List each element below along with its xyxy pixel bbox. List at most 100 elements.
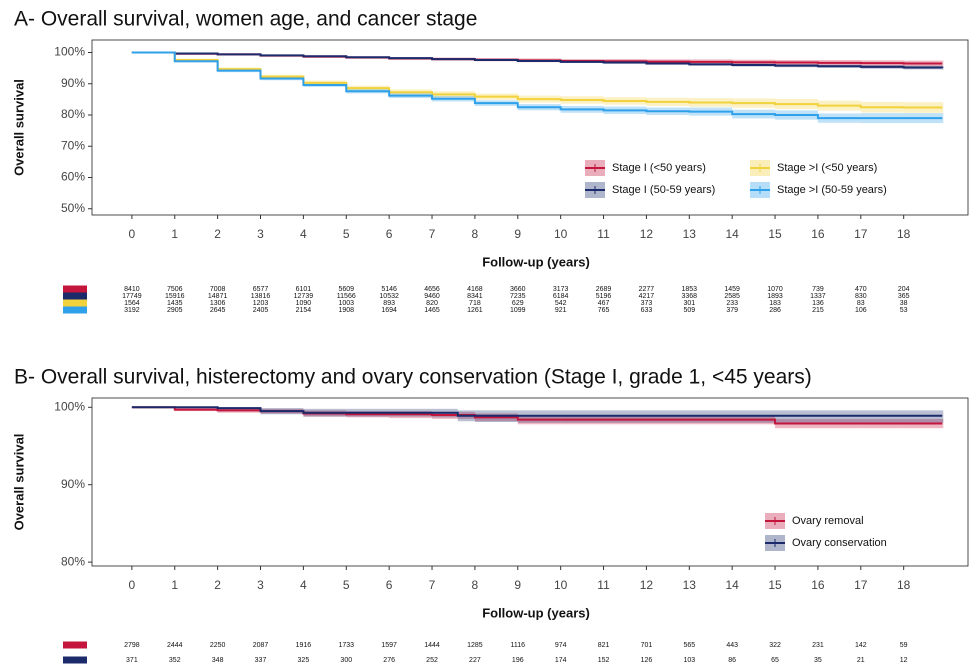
risk-count: 126 bbox=[641, 657, 653, 664]
risk-color-box bbox=[63, 306, 87, 314]
risk-count: 1733 bbox=[338, 642, 354, 649]
risk-count: 325 bbox=[298, 657, 310, 664]
risk-count: 300 bbox=[340, 657, 352, 664]
risk-count: 830 bbox=[855, 293, 867, 300]
x-tick-label: 13 bbox=[683, 227, 697, 241]
y-tick-label: 70% bbox=[61, 138, 85, 152]
risk-count: 371 bbox=[126, 657, 138, 664]
risk-count: 542 bbox=[555, 300, 567, 307]
risk-count: 2154 bbox=[296, 307, 312, 314]
risk-count: 821 bbox=[598, 642, 610, 649]
risk-count: 1099 bbox=[510, 307, 526, 314]
confidence-band bbox=[942, 113, 944, 124]
risk-count: 12739 bbox=[294, 293, 314, 300]
x-tick-label: 1 bbox=[171, 227, 178, 241]
risk-count: 765 bbox=[598, 307, 610, 314]
risk-count: 227 bbox=[469, 657, 481, 664]
risk-count: 1853 bbox=[682, 286, 698, 293]
risk-color-box bbox=[63, 656, 87, 664]
risk-count: 83 bbox=[857, 300, 865, 307]
risk-count: 8410 bbox=[124, 286, 140, 293]
risk-count: 2645 bbox=[210, 307, 226, 314]
risk-count: 4656 bbox=[424, 286, 440, 293]
risk-count: 352 bbox=[169, 657, 181, 664]
survival-line bbox=[131, 51, 943, 120]
x-tick-label: 12 bbox=[640, 578, 654, 592]
y-tick-label: 100% bbox=[54, 399, 85, 413]
confidence-band bbox=[942, 102, 944, 113]
risk-count: 3368 bbox=[682, 293, 698, 300]
x-tick-label: 11 bbox=[597, 578, 610, 592]
risk-count: 1564 bbox=[124, 300, 140, 307]
risk-count: 204 bbox=[898, 286, 910, 293]
y-tick-label: 90% bbox=[61, 477, 85, 491]
risk-count: 4217 bbox=[639, 293, 655, 300]
x-tick-label: 5 bbox=[343, 578, 350, 592]
confidence-band bbox=[942, 60, 944, 67]
risk-count: 629 bbox=[512, 300, 524, 307]
risk-color-box bbox=[63, 285, 87, 293]
risk-count: 231 bbox=[812, 642, 824, 649]
risk-count: 718 bbox=[469, 300, 481, 307]
risk-count: 3173 bbox=[553, 286, 569, 293]
risk-count: 2405 bbox=[253, 307, 269, 314]
risk-count: 1465 bbox=[424, 307, 440, 314]
legend-label: Ovary conservation bbox=[792, 537, 887, 549]
risk-count: 17749 bbox=[122, 293, 142, 300]
x-tick-label: 6 bbox=[386, 227, 393, 241]
risk-count: 6577 bbox=[253, 286, 269, 293]
risk-count: 7008 bbox=[210, 286, 226, 293]
risk-count: 5146 bbox=[381, 286, 397, 293]
risk-count: 5196 bbox=[596, 293, 612, 300]
risk-count: 6184 bbox=[553, 293, 569, 300]
risk-count: 373 bbox=[641, 300, 653, 307]
risk-count: 1261 bbox=[467, 307, 483, 314]
risk-count: 4168 bbox=[467, 286, 483, 293]
risk-count: 1908 bbox=[338, 307, 354, 314]
x-tick-label: 10 bbox=[554, 578, 568, 592]
x-tick-label: 4 bbox=[300, 227, 307, 241]
x-tick-label: 17 bbox=[854, 578, 868, 592]
risk-count: 106 bbox=[855, 307, 867, 314]
x-tick-label: 13 bbox=[683, 578, 697, 592]
x-tick-label: 16 bbox=[811, 578, 825, 592]
risk-count: 35 bbox=[814, 657, 822, 664]
risk-count: 893 bbox=[383, 300, 395, 307]
risk-count: 1003 bbox=[338, 300, 354, 307]
risk-count: 974 bbox=[555, 642, 567, 649]
risk-count: 1694 bbox=[381, 307, 397, 314]
x-tick-label: 2 bbox=[214, 227, 221, 241]
x-tick-label: 18 bbox=[897, 227, 911, 241]
x-tick-label: 9 bbox=[514, 227, 521, 241]
risk-count: 12 bbox=[900, 657, 908, 664]
y-tick-label: 60% bbox=[61, 170, 85, 184]
risk-count: 701 bbox=[641, 642, 653, 649]
legend-label: Stage >I (<50 years) bbox=[777, 162, 877, 174]
risk-count: 322 bbox=[769, 642, 781, 649]
risk-count: 2444 bbox=[167, 642, 183, 649]
risk-count: 2798 bbox=[124, 642, 140, 649]
risk-count: 1459 bbox=[724, 286, 740, 293]
x-tick-label: 1 bbox=[171, 578, 178, 592]
risk-count: 1597 bbox=[381, 642, 397, 649]
risk-count: 103 bbox=[683, 657, 695, 664]
legend-label: Stage >I (50-59 years) bbox=[777, 184, 887, 196]
x-tick-label: 9 bbox=[514, 578, 521, 592]
y-tick-label: 80% bbox=[61, 554, 85, 568]
risk-count: 2250 bbox=[210, 642, 226, 649]
risk-count: 633 bbox=[641, 307, 653, 314]
risk-count: 8341 bbox=[467, 293, 483, 300]
risk-count: 739 bbox=[812, 286, 824, 293]
x-axis-label: Follow-up (years) bbox=[482, 605, 590, 620]
x-tick-label: 7 bbox=[429, 227, 436, 241]
survival-line bbox=[131, 51, 943, 109]
risk-count: 2087 bbox=[253, 642, 269, 649]
confidence-band bbox=[942, 418, 944, 429]
risk-count: 2689 bbox=[596, 286, 612, 293]
risk-count: 142 bbox=[855, 642, 867, 649]
x-tick-label: 15 bbox=[768, 227, 782, 241]
x-tick-label: 10 bbox=[554, 227, 568, 241]
chart-title: B- Overall survival, histerectomy and ov… bbox=[14, 366, 812, 389]
risk-count: 2585 bbox=[724, 293, 740, 300]
